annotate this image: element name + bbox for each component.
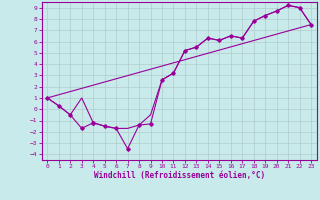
X-axis label: Windchill (Refroidissement éolien,°C): Windchill (Refroidissement éolien,°C) xyxy=(94,171,265,180)
